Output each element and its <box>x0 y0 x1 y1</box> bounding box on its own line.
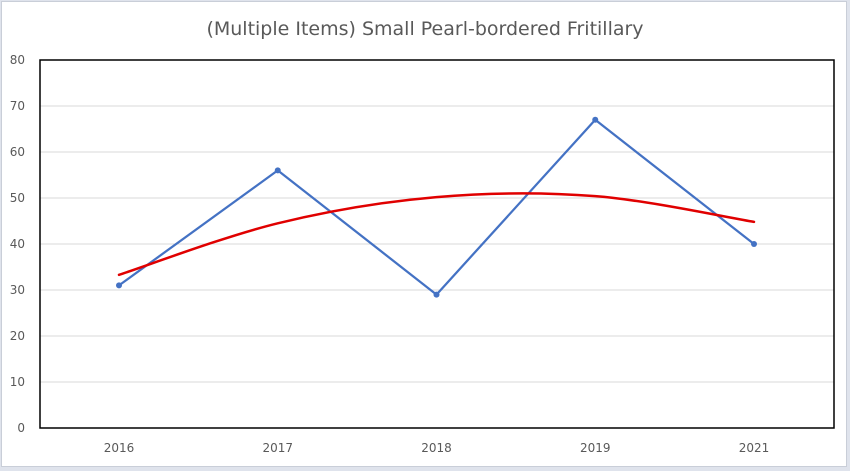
y-tick-label: 60 <box>10 145 25 159</box>
y-tick-label: 70 <box>10 99 25 113</box>
y-tick-label: 10 <box>10 375 25 389</box>
y-tick-label: 20 <box>10 329 25 343</box>
data-point <box>116 282 122 289</box>
trendline <box>117 192 756 277</box>
x-tick-label: 2017 <box>262 441 293 455</box>
data-point <box>592 116 599 123</box>
x-tick-label: 2018 <box>421 441 452 455</box>
data-point <box>274 167 281 174</box>
y-tick-label: 30 <box>10 283 25 297</box>
y-tick-label: 50 <box>10 191 25 205</box>
plot-area <box>39 59 835 429</box>
x-tick-label: 2016 <box>104 441 135 455</box>
y-tick-label: 0 <box>17 421 25 435</box>
y-tick-label: 80 <box>10 53 25 67</box>
x-tick-label: 2021 <box>739 441 770 455</box>
x-tick-label: 2019 <box>580 441 611 455</box>
data-point <box>433 291 440 298</box>
series-line <box>117 118 756 296</box>
y-tick-label: 40 <box>10 237 25 251</box>
data-point <box>751 241 757 247</box>
chart-title: (Multiple Items) Small Pearl-bordered Fr… <box>206 18 644 40</box>
